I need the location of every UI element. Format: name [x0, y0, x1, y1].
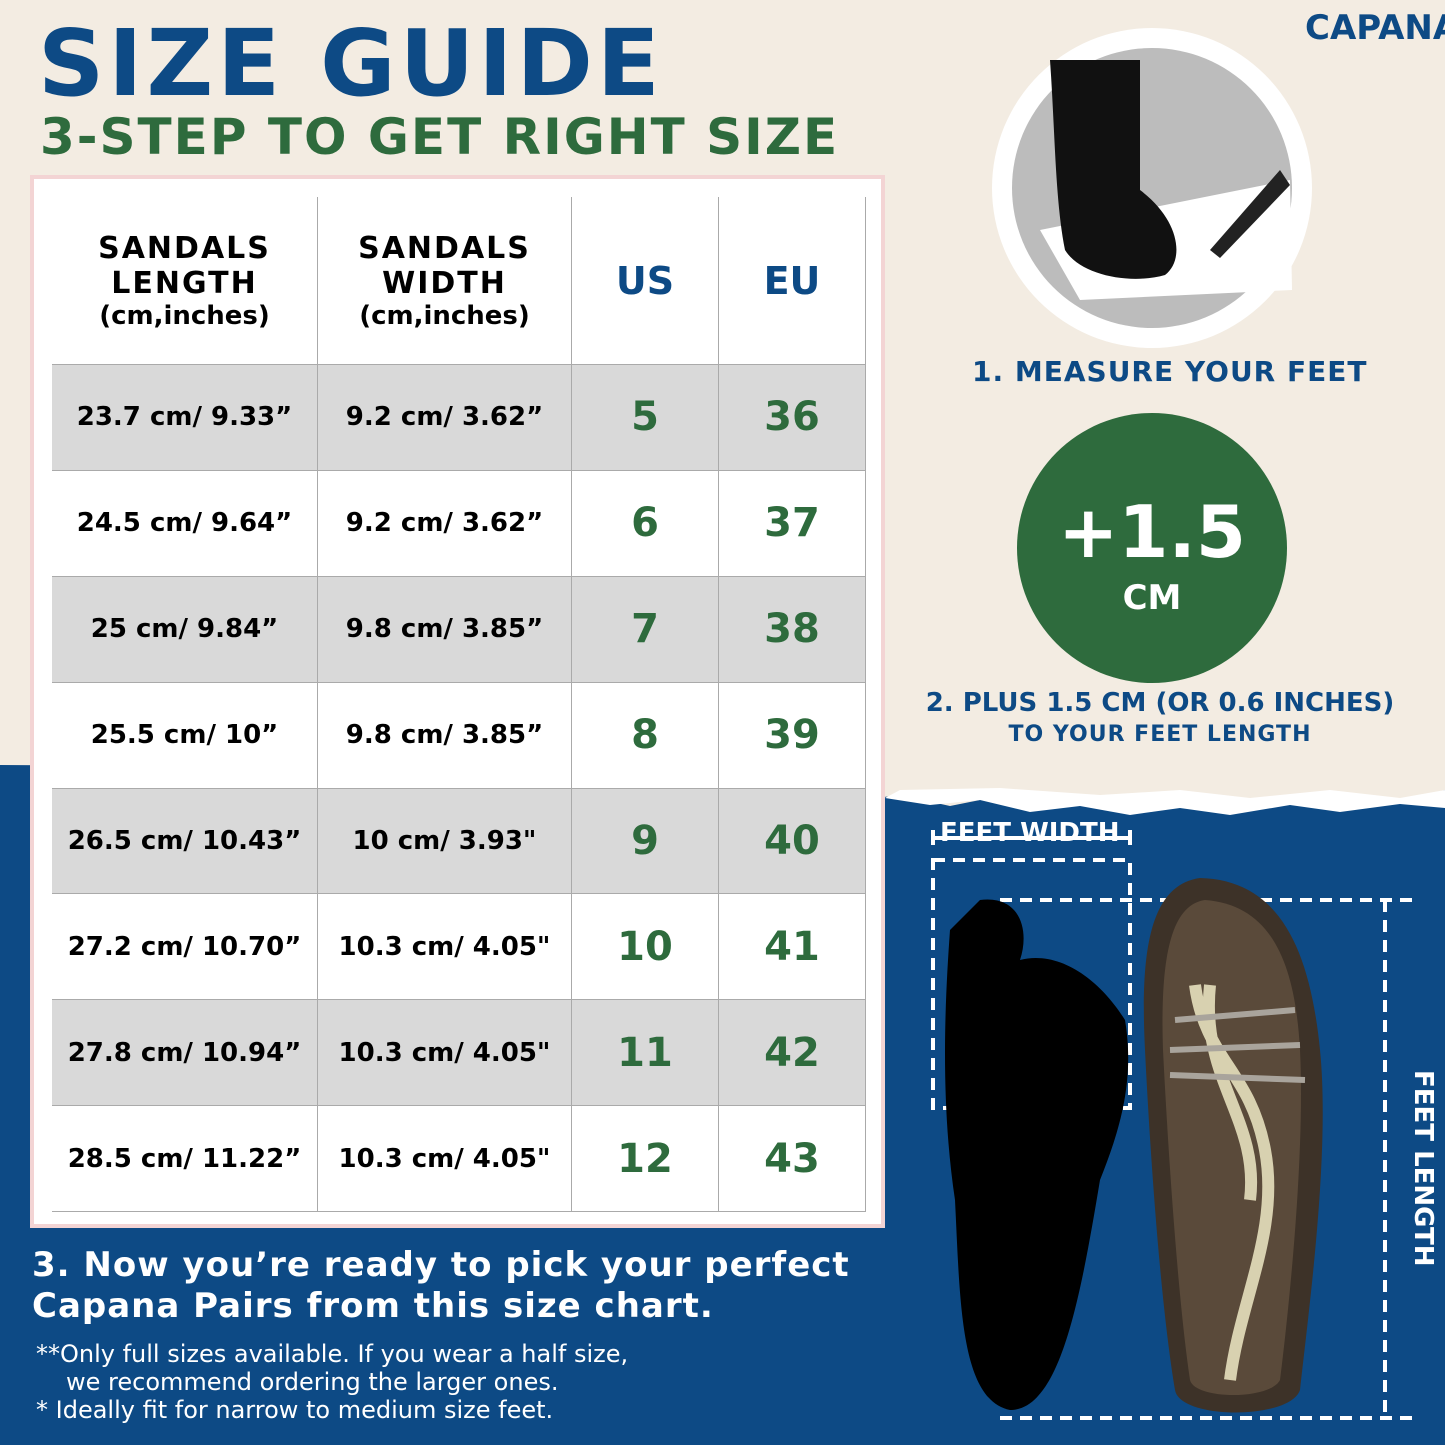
size-table: SANDALS LENGTH (cm,inches) SANDALS WIDTH (cm,… [52, 197, 866, 1212]
table-cell: 23.7 cm/ 9.33” [52, 365, 318, 471]
cell-text: 8 [631, 712, 659, 759]
badge-unit: CM [1122, 578, 1182, 618]
cell-text: 10.3 cm/ 4.05" [338, 931, 551, 962]
table-cell: 9.2 cm/ 3.62” [318, 365, 572, 471]
cell-text: SANDALS [358, 230, 531, 266]
cell-text: 27.2 cm/ 10.70” [67, 931, 302, 962]
table-cell: 38 [719, 576, 866, 683]
table-cell: 10.3 cm/ 4.05" [318, 1000, 572, 1107]
table-cell: 10.3 cm/ 4.05" [318, 894, 572, 1001]
table-cell: 26.5 cm/ 10.43” [52, 788, 318, 895]
cell-text: 10 [617, 923, 673, 970]
table-cell: 36 [719, 365, 866, 471]
table-cell: 7 [572, 576, 719, 683]
cell-text: 26.5 cm/ 10.43” [67, 825, 302, 856]
cell-text: 36 [764, 394, 820, 441]
table-cell: 12 [572, 1106, 719, 1212]
brand: CAPANA [1305, 8, 1445, 48]
table-cell: 25.5 cm/ 10” [52, 682, 318, 789]
cell-text: 42 [764, 1029, 820, 1076]
table-cell: 28.5 cm/ 11.22” [52, 1106, 318, 1212]
cell-text: 28.5 cm/ 11.22” [67, 1143, 302, 1174]
table-cell: 8 [572, 682, 719, 789]
note: **Only full sizes available. If you wear… [36, 1340, 629, 1368]
table-cell: 10 [572, 894, 719, 1001]
table-cell: 27.8 cm/ 10.94” [52, 1000, 318, 1107]
table-cell: 37 [719, 470, 866, 577]
cell-text: 9 [631, 817, 659, 864]
cell-text: 10.3 cm/ 4.05" [338, 1037, 551, 1068]
cell-text: 5 [631, 394, 659, 441]
table-cell: 43 [719, 1106, 866, 1212]
length-label: FEET LENGTH [1408, 1070, 1438, 1267]
step3: 3. Now you’re ready to pick your perfect [32, 1245, 850, 1285]
cell-text: 37 [764, 500, 820, 547]
subtitle: 3-STEP TO GET RIGHT SIZE [40, 108, 840, 166]
cell-text: EU [763, 258, 821, 303]
width-label: FEET WIDTH [940, 818, 1120, 848]
header-cell: EU [719, 197, 866, 365]
cell-text: 39 [764, 712, 820, 759]
cell-text: 40 [764, 817, 820, 864]
cell-text: 38 [764, 606, 820, 653]
cell-text: SANDALS [98, 230, 271, 266]
cell-text: 25 cm/ 9.84” [90, 614, 279, 645]
cell-text: 24.5 cm/ 9.64” [76, 508, 293, 539]
cell-text: WIDTH [382, 265, 507, 301]
header-cell: SANDALS WIDTH (cm,inches) [318, 197, 572, 365]
cell-text: 27.8 cm/ 10.94” [67, 1037, 302, 1068]
cell-text: LENGTH [111, 265, 258, 301]
cell-text: 6 [631, 500, 659, 547]
table-cell: 24.5 cm/ 9.64” [52, 470, 318, 577]
table-cell: 10 cm/ 3.93" [318, 788, 572, 895]
cell-text: 9.8 cm/ 3.85” [345, 614, 544, 645]
note: * Ideally fit for narrow to medium size … [36, 1396, 554, 1424]
table-cell: 25 cm/ 9.84” [52, 576, 318, 683]
badge-value: +1.5 [1058, 490, 1246, 574]
table-cell: 9.8 cm/ 3.85” [318, 576, 572, 683]
cell-text: 9.8 cm/ 3.85” [345, 720, 544, 751]
cell-text: 10 cm/ 3.93" [352, 825, 537, 856]
table-cell: 11 [572, 1000, 719, 1107]
cell-text: 9.2 cm/ 3.62” [345, 508, 544, 539]
header-cell: US [572, 197, 719, 365]
step2: 2. PLUS 1.5 CM (OR 0.6 INCHES) [925, 688, 1395, 718]
table-cell: 41 [719, 894, 866, 1001]
cell-text: 23.7 cm/ 9.33” [76, 402, 293, 433]
note: we recommend ordering the larger ones. [66, 1368, 559, 1396]
cell-text: 10.3 cm/ 4.05" [338, 1143, 551, 1174]
step1: 1. MEASURE YOUR FEET [972, 355, 1368, 388]
cell-text: US [615, 258, 675, 303]
cell-text: (cm,inches) [99, 300, 270, 331]
table-cell: 39 [719, 682, 866, 789]
cell-text: 25.5 cm/ 10” [90, 720, 279, 751]
step2-sub: TO YOUR FEET LENGTH [1008, 722, 1312, 747]
table-cell: 40 [719, 788, 866, 895]
header-cell: SANDALS LENGTH (cm,inches) [52, 197, 318, 365]
cell-text: 41 [764, 923, 820, 970]
cell-text: 43 [764, 1135, 820, 1182]
cell-text: 7 [631, 606, 659, 653]
cell-text: 11 [617, 1029, 673, 1076]
table-cell: 9 [572, 788, 719, 895]
table-cell: 6 [572, 470, 719, 577]
table-cell: 9.2 cm/ 3.62” [318, 470, 572, 577]
title: SIZE GUIDE [38, 10, 664, 117]
table-cell: 5 [572, 365, 719, 471]
cell-text: (cm,inches) [359, 300, 530, 331]
table-cell: 27.2 cm/ 10.70” [52, 894, 318, 1001]
cell-text: 12 [617, 1135, 673, 1182]
table-cell: 9.8 cm/ 3.85” [318, 682, 572, 789]
table-cell: 42 [719, 1000, 866, 1107]
table-cell: 10.3 cm/ 4.05" [318, 1106, 572, 1212]
cell-text: 9.2 cm/ 3.62” [345, 402, 544, 433]
step3: Capana Pairs from this size chart. [32, 1286, 714, 1326]
